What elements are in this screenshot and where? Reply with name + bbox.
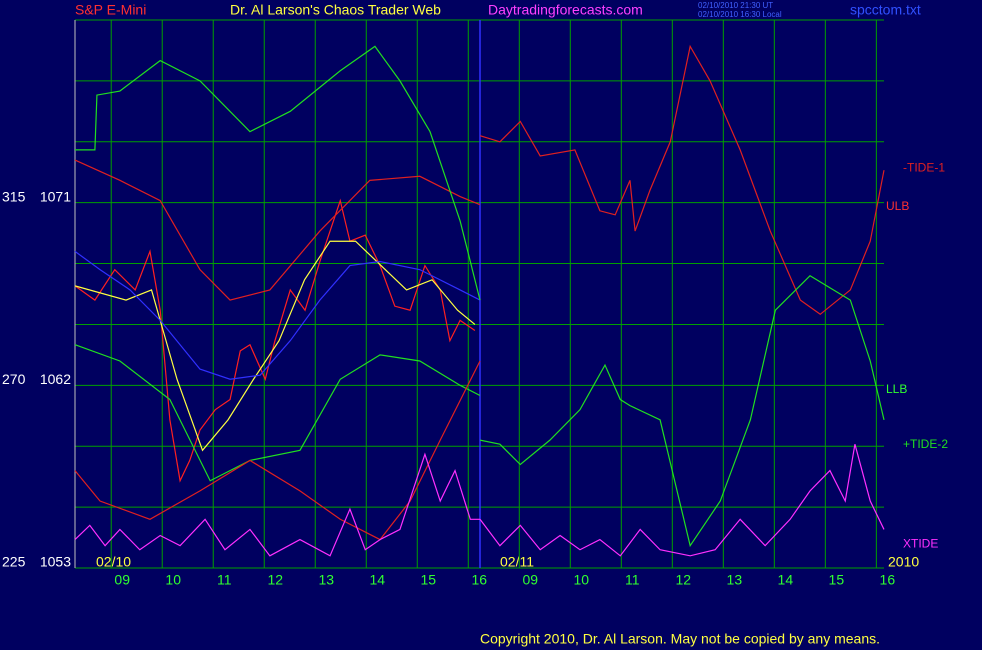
x-tick-label: 16: [880, 572, 896, 588]
x-tick-label: 12: [676, 572, 692, 588]
time-ut: 02/10/2010 21:30 UT: [698, 1, 773, 10]
symbol: S&P E-Mini: [75, 2, 146, 18]
series-line: [75, 45, 481, 301]
series-line: [74, 159, 481, 301]
series-line: [74, 250, 481, 380]
series-line: [74, 452, 481, 557]
x-tick-label: 12: [267, 572, 283, 588]
y-tick-label: 1062: [40, 371, 71, 387]
title: Dr. Al Larson's Chaos Trader Web: [230, 2, 441, 18]
x-tick-label: 11: [625, 572, 640, 588]
copyright: Copyright 2010, Dr. Al Larson. May not b…: [480, 631, 880, 647]
x-tick-label: 11: [217, 572, 232, 588]
x-tick-label: 10: [574, 572, 590, 588]
x-tick-label: 14: [778, 572, 794, 588]
legend-label: -TIDE-1: [903, 160, 945, 174]
file-name: spcctom.txt: [850, 2, 921, 18]
x-tick-label: 09: [114, 572, 130, 588]
y2-tick-label: 270: [2, 371, 26, 387]
series-line: [479, 44, 885, 316]
series-line: [74, 240, 476, 452]
annotation: ULB: [886, 199, 909, 213]
x-tick-label: 10: [165, 572, 181, 588]
series-line: [479, 274, 885, 548]
series-line: [74, 198, 476, 483]
x-tick-label: 16: [471, 572, 487, 588]
x-tick-label: 15: [420, 572, 436, 588]
series-line: [74, 344, 481, 482]
x-tick-label: 15: [829, 572, 845, 588]
series-line: [74, 360, 481, 541]
legend-label: +TIDE-2: [903, 437, 948, 451]
annotation: LLB: [886, 382, 907, 396]
date-label: 02/11: [500, 554, 534, 570]
date-label: 2010: [888, 554, 919, 570]
y2-tick-label: 315: [2, 188, 26, 204]
y-tick-label: 1071: [40, 188, 71, 204]
y-tick-label: 1053: [40, 554, 71, 570]
legend-label: XTIDE: [903, 537, 938, 551]
date-label: 02/10: [96, 554, 131, 570]
x-tick-label: 09: [522, 572, 538, 588]
x-tick-label: 13: [318, 572, 334, 588]
time-local: 02/10/2010 16:30 Local: [698, 10, 782, 19]
series-line: [479, 444, 885, 557]
x-tick-label: 14: [369, 572, 385, 588]
site: Daytradingforecasts.com: [488, 2, 643, 18]
y2-tick-label: 225: [2, 554, 26, 570]
x-tick-label: 13: [727, 572, 743, 588]
